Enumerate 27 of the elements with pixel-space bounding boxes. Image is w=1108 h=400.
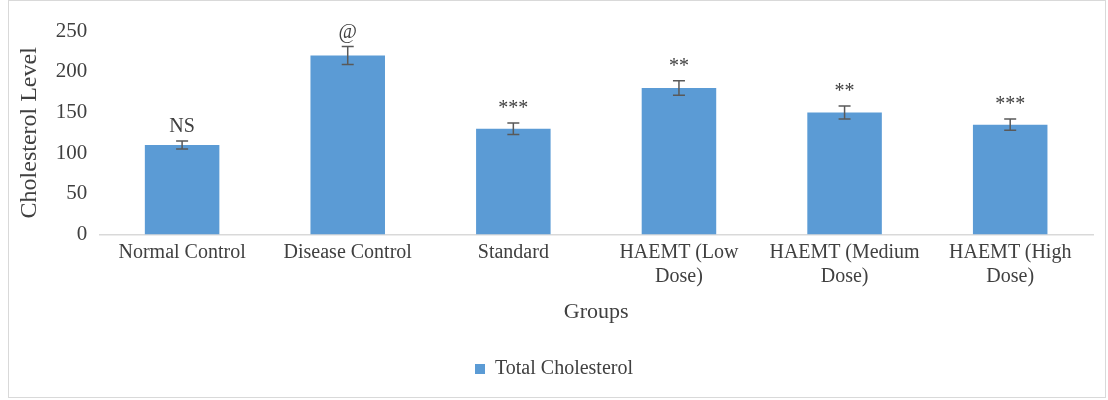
y-tick-label: 0: [76, 221, 88, 246]
annotation: @: [338, 19, 357, 43]
annotation: ***: [995, 92, 1026, 115]
annotation: **: [668, 53, 689, 76]
y-axis-title: Cholesterol Level: [14, 46, 41, 219]
bar: [144, 145, 220, 235]
x-tick-label: HAEMT (High Dose): [948, 239, 1072, 287]
annotation: ***: [498, 96, 529, 119]
x-tick-label: Normal Control: [118, 239, 247, 262]
y-tick-label: 100: [55, 139, 88, 164]
x-tick-label: HAEMT (Low Dose): [619, 239, 740, 287]
bar: [476, 128, 551, 235]
bar: [310, 55, 385, 235]
annotation: NS: [169, 114, 195, 137]
y-tick-label: 150: [55, 98, 88, 123]
x-axis-title: Groups: [563, 297, 629, 323]
y-tick-label: 50: [66, 180, 88, 205]
x-tick-label: Disease Control: [283, 239, 413, 262]
bar: [807, 112, 882, 235]
y-tick-label: 200: [55, 58, 88, 83]
legend-label: Total Cholesterol: [494, 356, 634, 379]
annotation: **: [834, 79, 855, 102]
y-tick-label: 250: [55, 17, 88, 42]
x-tick-label: Standard: [477, 239, 549, 262]
x-tick-label: HAEMT (Medium Dose): [769, 239, 921, 287]
bar: [972, 124, 1048, 235]
bar: [641, 88, 717, 235]
